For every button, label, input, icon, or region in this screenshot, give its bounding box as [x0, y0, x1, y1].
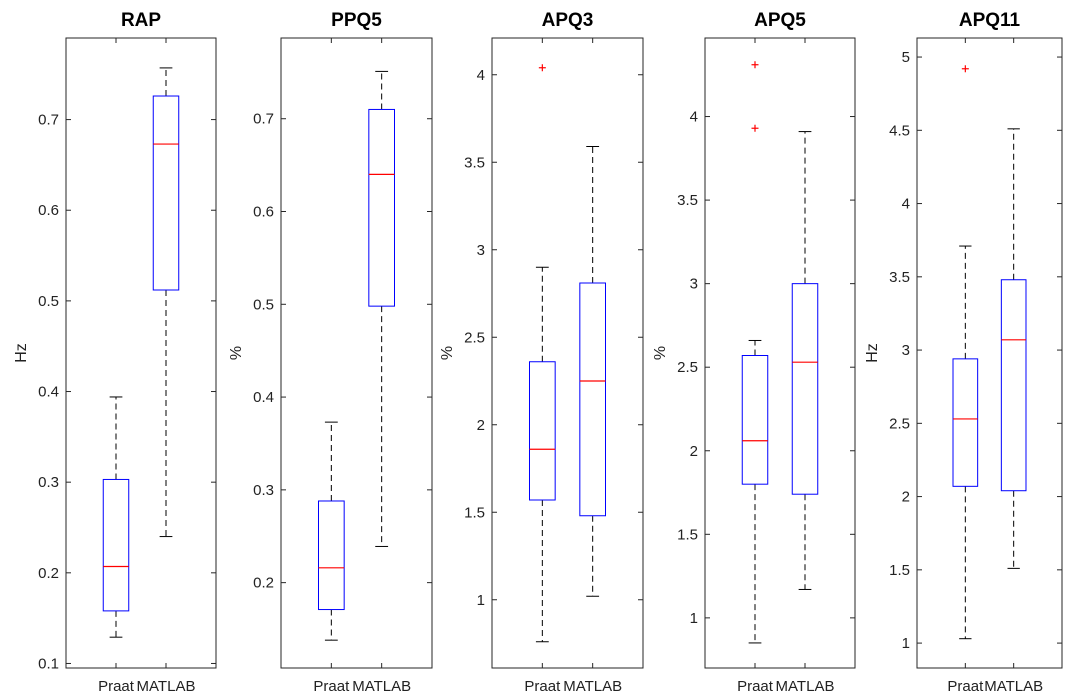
y-axis-label: % — [439, 346, 456, 360]
panel-1: 0.2 0.3 0.4 0.5 0.6 0.7 Praat MATLAB PPQ5% — [228, 10, 433, 695]
xtick-label: MATLAB — [352, 678, 411, 695]
ytick-label: 1 — [690, 610, 698, 627]
chart-title: APQ3 — [542, 10, 594, 31]
xtick-label: MATLAB — [137, 678, 196, 695]
ytick-label: 0.6 — [253, 204, 274, 221]
ytick-label: 0.6 — [38, 202, 59, 219]
iqr-box — [152, 95, 180, 291]
panel-4: 1 1.5 2 2.5 3 3.5 4 4.5 5 Praat MATLAB APQ11 Hz — [864, 10, 1063, 695]
box-praat — [102, 396, 130, 638]
box-praat — [741, 61, 769, 644]
ytick-label: 0.4 — [253, 389, 274, 406]
ytick-label: 0.2 — [253, 575, 274, 592]
panel-2: 1 1.5 2 2.5 3 3.5 4 Praat MATLAB APQ3% — [439, 10, 644, 695]
chart-title: APQ11 — [959, 10, 1021, 31]
ytick-label: 0.7 — [253, 111, 274, 128]
axes-frame — [491, 37, 644, 669]
box-matlab — [1000, 128, 1027, 569]
ytick-label: 2.5 — [464, 329, 485, 346]
y-axis-label: Hz — [13, 343, 30, 363]
ytick-label: 0.5 — [38, 293, 59, 310]
ytick-label: 0.5 — [253, 296, 274, 313]
ytick-label: 2 — [902, 489, 910, 506]
axes-frame — [916, 37, 1063, 669]
iqr-box — [102, 478, 130, 612]
xtick-label: Praat — [737, 678, 774, 695]
box-praat — [317, 421, 345, 641]
outlier-marker — [961, 65, 969, 73]
ytick-label: 3.5 — [464, 154, 485, 171]
ytick-label: 4 — [477, 67, 485, 84]
box-praat — [952, 65, 979, 640]
y-axis-label: % — [228, 346, 245, 360]
outlier-marker — [538, 64, 546, 72]
ytick-label: 3.5 — [889, 269, 910, 286]
ytick-label: 0.4 — [38, 384, 59, 401]
ytick-label: 2 — [477, 417, 485, 434]
ytick-label: 0.1 — [38, 655, 59, 672]
xtick-label: Praat — [98, 678, 135, 695]
ytick-label: 4 — [690, 109, 698, 126]
iqr-box — [317, 500, 345, 611]
ytick-label: 0.2 — [38, 565, 59, 582]
box-matlab — [791, 131, 819, 590]
ytick-label: 1.5 — [677, 526, 698, 543]
ytick-label: 5 — [902, 49, 910, 66]
xtick-label: MATLAB — [776, 678, 835, 695]
chart-title: RAP — [121, 10, 161, 31]
y-axis-label: Hz — [864, 343, 881, 363]
iqr-box — [952, 358, 979, 487]
xtick-label: MATLAB — [563, 678, 622, 695]
ytick-label: 3.5 — [677, 192, 698, 209]
ytick-label: 1.5 — [464, 504, 485, 521]
ytick-label: 3 — [690, 276, 698, 293]
box-matlab — [579, 146, 607, 597]
ytick-label: 3 — [477, 242, 485, 259]
ytick-label: 2.5 — [677, 359, 698, 376]
ytick-label: 4 — [902, 196, 910, 213]
outlier-marker — [751, 61, 759, 69]
axes-frame — [65, 37, 217, 669]
chart-title: APQ5 — [754, 10, 806, 31]
axes-frame — [280, 37, 433, 669]
iqr-box — [791, 283, 819, 495]
ytick-label: 1 — [902, 635, 910, 652]
xtick-label: Praat — [313, 678, 350, 695]
xtick-label: MATLAB — [984, 678, 1043, 695]
ytick-label: 1.5 — [889, 562, 910, 579]
chart-title: PPQ5 — [331, 10, 382, 31]
ytick-label: 3 — [902, 342, 910, 359]
ytick-label: 0.3 — [38, 474, 59, 491]
ytick-label: 0.3 — [253, 482, 274, 499]
iqr-box — [579, 282, 607, 517]
y-axis-label: % — [652, 346, 669, 360]
panel-3: 1 1.5 2 2.5 3 3.5 4 Praat MATLAB APQ5% — [652, 10, 856, 695]
xtick-label: Praat — [947, 678, 984, 695]
xtick-label: Praat — [524, 678, 561, 695]
box-matlab — [368, 70, 396, 547]
axes-frame — [704, 37, 856, 669]
iqr-box — [741, 355, 769, 485]
ytick-label: 2 — [690, 443, 698, 460]
iqr-box — [1000, 279, 1027, 492]
panel-0: 0.1 0.2 0.3 0.4 0.5 0.6 0.7 Praat MATLAB RAP Hz — [13, 10, 217, 695]
ytick-label: 2.5 — [889, 415, 910, 432]
box-matlab — [152, 67, 180, 538]
ytick-label: 1 — [477, 592, 485, 609]
ytick-label: 0.7 — [38, 112, 59, 129]
ytick-label: 4.5 — [889, 122, 910, 139]
box-praat — [528, 64, 556, 643]
outlier-marker — [751, 124, 759, 132]
iqr-box — [368, 108, 396, 307]
iqr-box — [528, 361, 556, 501]
